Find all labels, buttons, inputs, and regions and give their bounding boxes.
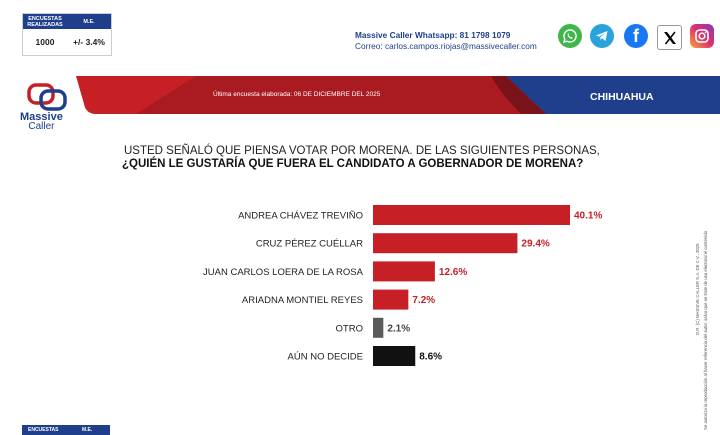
bar <box>373 346 416 366</box>
whatsapp-icon[interactable] <box>558 24 582 48</box>
survey-date: Última encuesta elaborada: 06 DE DICIEMB… <box>213 91 381 98</box>
header-banner <box>76 76 720 114</box>
category-label: OTRO <box>336 323 363 334</box>
stats-header: ENCUESTAS REALIZADAS M.E. <box>23 14 111 29</box>
value-label: 12.6% <box>439 267 467 278</box>
instagram-icon[interactable] <box>690 24 714 48</box>
logo-line2: Caller <box>28 121 55 132</box>
value-label: 29.4% <box>521 239 549 250</box>
email-contact: Correo: carlos.campos.riojas@massivecall… <box>355 41 537 51</box>
value-label: 2.1% <box>387 323 410 334</box>
bar <box>373 317 384 338</box>
bar <box>373 205 570 225</box>
stats-values: 1000 +/- 3.4% <box>23 29 111 55</box>
category-label: AÚN NO DECIDE <box>288 352 363 363</box>
bottom-surveys-header: ENCUESTAS <box>28 427 59 433</box>
question-line2: ¿QUIÉN LE GUSTARÍA QUE FUERA EL CANDIDAT… <box>122 158 584 170</box>
me-value: +/- 3.4% <box>73 37 105 47</box>
legal-text: Se autoriza la reproducción al hacer ref… <box>703 231 708 430</box>
category-label: ANDREA CHÁVEZ TREVIÑO <box>238 211 363 222</box>
bar <box>373 261 435 282</box>
bar <box>373 289 409 310</box>
bar <box>373 233 518 254</box>
telegram-icon[interactable] <box>590 24 614 48</box>
facebook-icon[interactable]: f <box>624 24 648 48</box>
surveys-header: ENCUESTAS REALIZADAS <box>27 15 63 28</box>
category-label: ARIADNA MONTIEL REYES <box>242 295 363 306</box>
x-icon[interactable] <box>657 25 682 50</box>
surveys-value: 1000 <box>35 37 55 47</box>
value-label: 8.6% <box>419 352 442 363</box>
me-header: M.E. <box>83 18 95 25</box>
bar-chart: ANDREA CHÁVEZ TREVIÑO 40.1% CRUZ PÉREZ CUÉ… <box>203 205 602 366</box>
category-label: JUAN CARLOS LOERA DE LA ROSA <box>203 267 364 278</box>
value-label: 7.2% <box>412 295 435 306</box>
logo-line1: Massive <box>20 111 63 123</box>
copyright-text: D.R. (C) MASSIVE CALLER S.A. DE C.V., 20… <box>695 243 700 335</box>
stats-box: ENCUESTAS REALIZADAS M.E. 1000 +/- 3.4% <box>22 13 112 56</box>
category-label: CRUZ PÉREZ CUÉLLAR <box>256 239 363 250</box>
stats-box-bottom: ENCUESTAS M.E. <box>22 425 110 435</box>
logo-icon <box>27 83 67 111</box>
question-line1: USTED SEÑALÓ QUE PIENSA VOTAR POR MORENA… <box>124 145 600 157</box>
region-label: CHIHUAHUA <box>590 91 654 103</box>
value-label: 40.1% <box>574 211 602 222</box>
whatsapp-contact: Massive Caller Whatsapp: 81 1798 1079 <box>355 30 511 40</box>
bottom-me-header: M.E. <box>82 427 93 433</box>
logo-text: Massive Caller <box>20 112 63 132</box>
contact-info: Massive Caller Whatsapp: 81 1798 1079 Co… <box>355 30 537 52</box>
